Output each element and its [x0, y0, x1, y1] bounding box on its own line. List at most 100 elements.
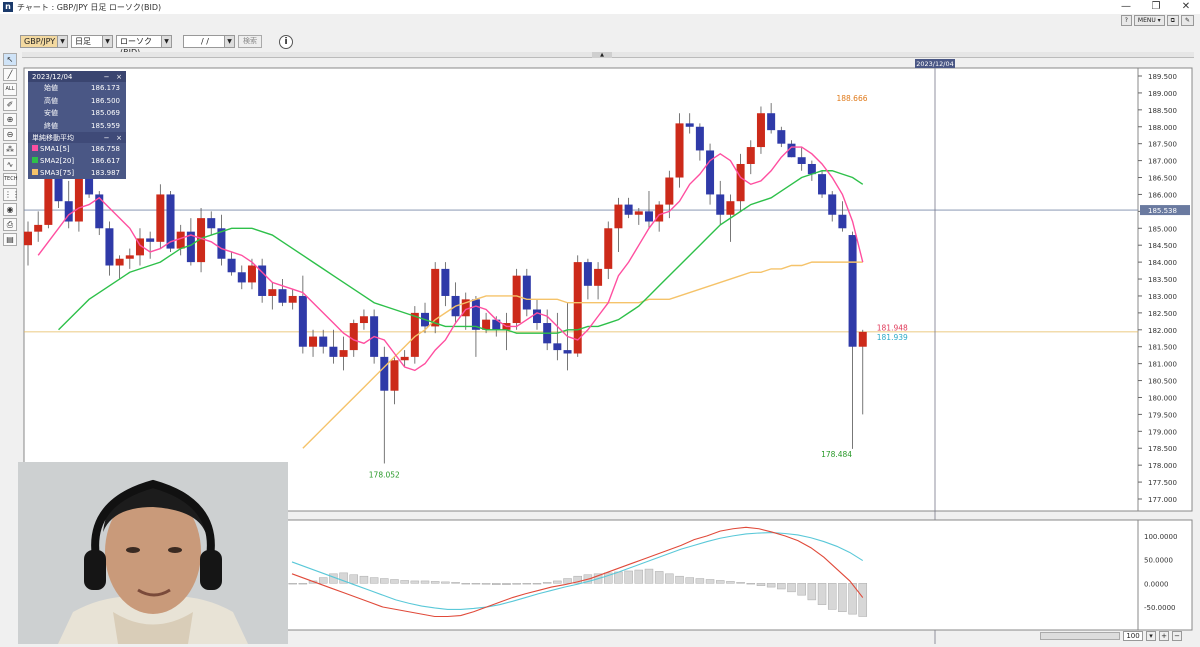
- macd-bar: [502, 583, 511, 585]
- sma-panel-controls[interactable]: − ×: [103, 133, 122, 142]
- zoom-out-icon[interactable]: −: [1172, 631, 1182, 641]
- search-button[interactable]: 検索: [238, 35, 262, 48]
- candle-up: [736, 163, 745, 202]
- tool-12-icon[interactable]: ▤: [3, 233, 17, 246]
- macd-bar: [298, 583, 308, 585]
- candle-down: [787, 143, 796, 158]
- copy-button[interactable]: ⧉: [1166, 15, 1179, 26]
- restore-button[interactable]: ❐: [1151, 1, 1161, 12]
- sma-value: 186.617: [91, 157, 120, 165]
- macd-bar: [481, 583, 491, 585]
- candle-down: [380, 356, 389, 391]
- candle-up: [135, 238, 144, 256]
- tool-1-icon[interactable]: ╱: [3, 68, 17, 81]
- minimize-button[interactable]: —: [1121, 1, 1131, 12]
- candle-down: [522, 275, 531, 310]
- macd-bar: [451, 582, 460, 584]
- tool-0-icon[interactable]: ↖: [3, 53, 17, 66]
- sma2-line: [58, 170, 864, 334]
- macd-bar: [787, 583, 796, 593]
- zoom-value[interactable]: 100: [1123, 631, 1143, 641]
- ohlc-row: 安値 185.069: [28, 107, 126, 120]
- drawing-toolbar: ↖ ╱ ALL ✐ ⊕ ⊖ ⁂ ∿ TECH ⋮⋮ ◉ ⎙ ▤: [3, 53, 20, 246]
- app-icon: n: [3, 2, 13, 12]
- candle-up: [461, 299, 470, 317]
- macd-bar: [563, 578, 572, 584]
- macd-tick-label: 50.0000: [1144, 557, 1173, 565]
- candle-up: [349, 323, 358, 351]
- ohlc-value: 186.173: [91, 84, 120, 93]
- macd-bar: [369, 577, 379, 584]
- tool-8-icon[interactable]: TECH: [3, 173, 17, 186]
- tool-3-icon[interactable]: ✐: [3, 98, 17, 111]
- candle-up: [614, 204, 623, 229]
- price-tick-label: 184.500: [1148, 242, 1177, 250]
- macd-bar: [858, 583, 868, 617]
- price-chart[interactable]: 189.500 189.000 188.500 188.000 187.500 187.0…: [22, 58, 1194, 644]
- date-input[interactable]: / / ▼: [183, 35, 235, 48]
- chart-toolbar: GBP/JPY▼ 日足▼ ローソク(BID)▼ / /▼ 検索 i: [0, 33, 1200, 57]
- close-button[interactable]: ✕: [1181, 1, 1191, 12]
- timeframe-select[interactable]: 日足 ▼: [71, 35, 113, 48]
- panel-collapse-strip[interactable]: ▲: [22, 52, 1194, 58]
- info-icon[interactable]: i: [279, 34, 293, 49]
- sma-label: SMA2[20]: [32, 157, 74, 165]
- macd-bar: [390, 579, 399, 584]
- chart-type-select[interactable]: ローソク(BID)▼: [116, 35, 172, 57]
- candle-down: [777, 130, 786, 144]
- price-tick-label: 180.500: [1148, 378, 1177, 386]
- chart-area[interactable]: 189.500 189.000 188.500 188.000 187.500 187.0…: [22, 58, 1194, 647]
- symbol-select[interactable]: GBP/JPY ▼: [20, 35, 68, 48]
- tool-10-icon[interactable]: ◉: [3, 203, 17, 216]
- tool-6-icon[interactable]: ⁂: [3, 143, 17, 156]
- scroll-track[interactable]: [1040, 632, 1120, 640]
- candle-down: [583, 262, 592, 286]
- candle-down: [278, 289, 287, 303]
- price-tick-label: 189.500: [1148, 73, 1177, 81]
- macd-bar: [715, 580, 725, 584]
- candle-down: [54, 177, 63, 202]
- candle-up: [675, 123, 684, 178]
- candle-up: [197, 218, 206, 263]
- candle-up: [634, 211, 643, 215]
- panel-controls[interactable]: − ×: [103, 72, 122, 81]
- help-button[interactable]: ?: [1120, 15, 1132, 26]
- candle-down: [553, 343, 562, 351]
- price-tick-label: 180.000: [1148, 394, 1177, 402]
- candle-down: [105, 228, 114, 266]
- crosshair-date-box: [915, 59, 955, 68]
- sma-row: SMA1[5] 186.758: [28, 143, 126, 155]
- macd-bar: [675, 575, 684, 584]
- ohlc-info-panel: 2023/12/04 − × 始値 186.173 高値 186.500 安値 185.0…: [28, 71, 126, 179]
- tool-9-icon[interactable]: ⋮⋮: [3, 188, 20, 201]
- macd-bar: [349, 574, 359, 584]
- macd-bar: [705, 579, 715, 584]
- price-annotation-b: 181.939: [877, 333, 908, 342]
- macd-bar: [400, 580, 409, 584]
- tool-2-icon[interactable]: ALL: [3, 83, 17, 96]
- dropdown-icon[interactable]: ▾: [1146, 631, 1156, 641]
- tool-5-icon[interactable]: ⊖: [3, 128, 17, 141]
- price-tick-label: 178.500: [1148, 445, 1177, 453]
- tool-11-icon[interactable]: ⎙: [3, 218, 17, 231]
- candle-down: [624, 204, 633, 215]
- sma-row: SMA2[20] 186.617: [28, 155, 126, 167]
- candle-down: [828, 194, 837, 215]
- macd-bar: [410, 580, 420, 584]
- macd-bar: [848, 583, 857, 615]
- menu-button[interactable]: MENU ▾: [1133, 15, 1165, 26]
- ohlc-label: 安値: [44, 109, 58, 118]
- tool-7-icon[interactable]: ∿: [3, 158, 17, 171]
- current-price-box: [1140, 205, 1190, 216]
- sma1-line: [37, 146, 864, 372]
- macd-tick-label: 0.0000: [1144, 580, 1169, 588]
- edit-button[interactable]: ✎: [1180, 15, 1194, 26]
- price-tick-label: 181.000: [1148, 361, 1177, 369]
- zoom-in-icon[interactable]: +: [1159, 631, 1169, 641]
- legend-swatch-icon: [32, 145, 38, 151]
- price-tick-label: 185.000: [1148, 225, 1177, 233]
- tool-4-icon[interactable]: ⊕: [3, 113, 17, 126]
- collapse-up-icon[interactable]: ▲: [592, 52, 612, 58]
- candle-up: [115, 258, 124, 266]
- price-tick-label: 184.000: [1148, 259, 1177, 267]
